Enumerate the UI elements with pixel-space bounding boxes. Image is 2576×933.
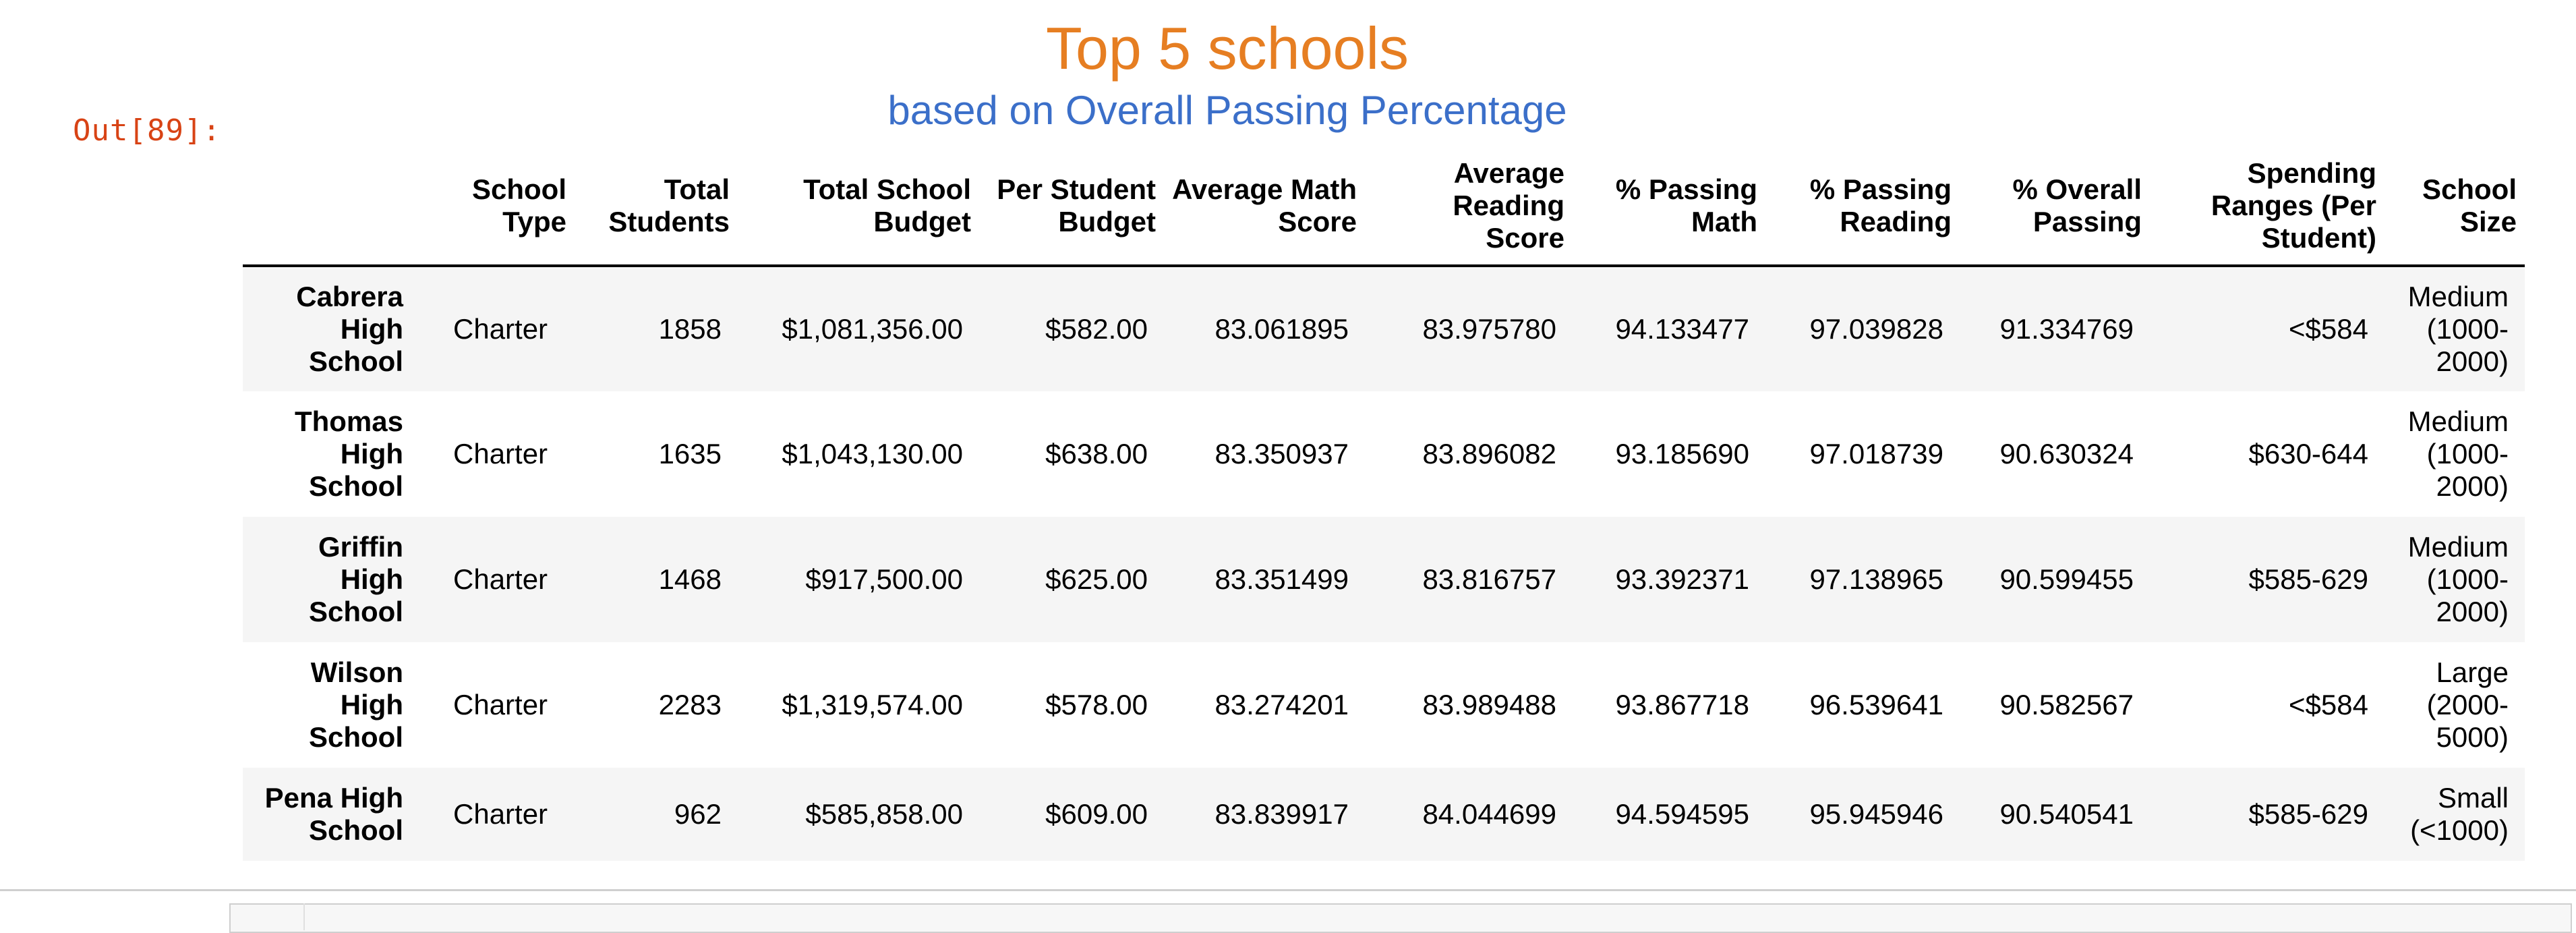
cell-passing-math: 94.594595 [1615,798,1749,830]
cell-school-size: Medium (1000-2000) [2407,531,2509,627]
row-school-name: Griffin High School [308,531,403,627]
cell-average-math-score: 83.351499 [1214,563,1349,595]
table-header: School Type Total Students Total School … [243,150,2525,267]
cell-average-reading-score: 83.816757 [1422,563,1556,595]
column-header-passing-reading: % Passing Reading [1765,150,1960,267]
cell-average-math-score: 83.839917 [1214,798,1349,830]
row-school-name: Wilson High School [308,656,403,753]
column-header-school-size: School Size [2384,150,2525,267]
cell-average-math-score: 83.350937 [1214,438,1349,470]
cell-school-size: Medium (1000-2000) [2407,405,2509,502]
cell-average-math-score: 83.061895 [1214,313,1349,345]
cell-total-school-budget: $585,858.00 [805,798,963,830]
table-row: Cabrera High School Charter 1858 $1,081,… [243,266,2525,391]
cell-average-reading-score: 84.044699 [1422,798,1556,830]
cell-overall-passing: 90.540541 [1999,798,2134,830]
output-prompt: Out[89]: [73,113,221,148]
next-notebook-cell[interactable] [0,889,2576,933]
row-school-name: Thomas High School [294,405,403,502]
cell-spending-range: $630-644 [2248,438,2369,470]
cell-total-students: 1635 [658,438,722,470]
cell-per-student-budget: $578.00 [1045,689,1148,720]
cell-spending-range: <$584 [2289,689,2368,720]
cell-total-school-budget: $917,500.00 [805,563,963,595]
cell-passing-reading: 97.018739 [1809,438,1943,470]
cell-per-student-budget: $582.00 [1045,313,1148,345]
cell-passing-reading: 97.138965 [1809,563,1943,595]
cell-total-school-budget: $1,043,130.00 [782,438,963,470]
column-header-total-school-budget: Total School Budget [738,150,979,267]
column-header-total-students: Total Students [575,150,738,267]
cell-spending-range: $585-629 [2248,563,2369,595]
cell-average-reading-score: 83.989488 [1422,689,1556,720]
cell-total-school-budget: $1,319,574.00 [782,689,963,720]
table-row: Thomas High School Charter 1635 $1,043,1… [243,391,2525,517]
cell-passing-math: 94.133477 [1615,313,1749,345]
cell-passing-reading: 97.039828 [1809,313,1943,345]
column-header-index [243,150,419,267]
column-header-per-student-budget: Per Student Budget [979,150,1164,267]
column-header-passing-math: % Passing Math [1573,150,1765,267]
cell-average-reading-score: 83.975780 [1422,313,1556,345]
table-row: Pena High School Charter 962 $585,858.00… [243,768,2525,861]
cell-school-size: Large (2000-5000) [2426,656,2509,753]
dataframe-output: School Type Total Students Total School … [243,150,2525,861]
cell-spending-range: $585-629 [2248,798,2369,830]
cell-school-type: Charter [453,798,548,830]
cell-passing-reading: 95.945946 [1809,798,1943,830]
cell-passing-math: 93.185690 [1615,438,1749,470]
top-schools-table: School Type Total Students Total School … [243,150,2525,861]
table-row: Wilson High School Charter 2283 $1,319,5… [243,642,2525,768]
cell-total-school-budget: $1,081,356.00 [782,313,963,345]
column-header-school-type: School Type [419,150,575,267]
column-header-average-math-score: Average Math Score [1164,150,1365,267]
column-header-average-reading-score: Average Reading Score [1365,150,1573,267]
cell-overall-passing: 91.334769 [1999,313,2134,345]
table-caption-subtitle: based on Overall Passing Percentage [887,88,1567,133]
table-body: Cabrera High School Charter 1858 $1,081,… [243,266,2525,861]
cell-total-students: 1468 [658,563,722,595]
cell-total-students: 962 [674,798,722,830]
cell-total-students: 1858 [658,313,722,345]
column-header-overall-passing: % Overall Passing [1960,150,2150,267]
cell-spending-range: <$584 [2289,313,2368,345]
cell-passing-math: 93.392371 [1615,563,1749,595]
row-school-name: Cabrera High School [296,281,403,377]
cell-overall-passing: 90.582567 [1999,689,2134,720]
cell-school-type: Charter [453,563,548,595]
row-school-name: Pena High School [264,782,403,846]
cell-prompt-gutter [229,903,305,930]
cell-school-type: Charter [453,438,548,470]
column-header-spending-ranges: Spending Ranges (Per Student) [2150,150,2384,267]
header-row: School Type Total Students Total School … [243,150,2525,267]
code-input-area[interactable] [229,903,2572,933]
cell-average-math-score: 83.274201 [1214,689,1349,720]
cell-per-student-budget: $625.00 [1045,563,1148,595]
cell-passing-reading: 96.539641 [1809,689,1943,720]
cell-school-size: Small (<1000) [2410,782,2509,846]
cell-average-reading-score: 83.896082 [1422,438,1556,470]
cell-overall-passing: 90.630324 [1999,438,2134,470]
cell-school-type: Charter [453,313,548,345]
table-caption-title: Top 5 schools [1045,15,1409,82]
cell-overall-passing: 90.599455 [1999,563,2134,595]
cell-per-student-budget: $609.00 [1045,798,1148,830]
cell-total-students: 2283 [658,689,722,720]
cell-school-size: Medium (1000-2000) [2407,281,2509,377]
cell-passing-math: 93.867718 [1615,689,1749,720]
cell-school-type: Charter [453,689,548,720]
table-row: Griffin High School Charter 1468 $917,50… [243,517,2525,642]
cell-per-student-budget: $638.00 [1045,438,1148,470]
